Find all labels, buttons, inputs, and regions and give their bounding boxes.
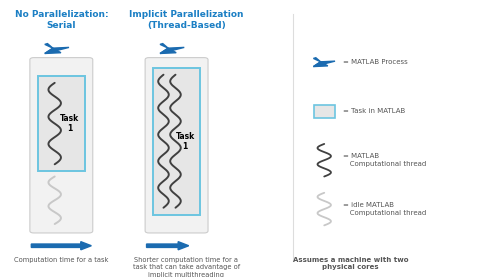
Text: Task
1: Task 1	[60, 114, 79, 133]
Text: No Parallelization:
Serial: No Parallelization: Serial	[15, 9, 108, 30]
FancyBboxPatch shape	[145, 58, 208, 233]
Text: Computation time for a task: Computation time for a task	[14, 257, 108, 263]
Polygon shape	[45, 48, 61, 53]
Polygon shape	[314, 61, 335, 66]
Polygon shape	[45, 43, 53, 48]
Text: Assumes a machine with two
physical cores: Assumes a machine with two physical core…	[293, 257, 408, 270]
Text: Implicit Parallelization
(Thread-Based): Implicit Parallelization (Thread-Based)	[129, 9, 244, 30]
Text: = idle MATLAB
   Computational thread: = idle MATLAB Computational thread	[343, 202, 427, 216]
FancyBboxPatch shape	[314, 104, 335, 118]
Polygon shape	[314, 62, 328, 66]
Text: Task
1: Task 1	[175, 132, 195, 151]
FancyArrow shape	[31, 242, 91, 250]
Text: Shorter computation time for a
task that can take advantage of
implicit multithr: Shorter computation time for a task that…	[133, 257, 240, 277]
Polygon shape	[160, 43, 168, 48]
Polygon shape	[45, 47, 69, 53]
FancyArrow shape	[147, 242, 189, 250]
FancyBboxPatch shape	[30, 58, 93, 233]
Polygon shape	[160, 48, 176, 53]
Text: = MATLAB Process: = MATLAB Process	[343, 60, 408, 65]
Text: = MATLAB
   Computational thread: = MATLAB Computational thread	[343, 153, 427, 167]
FancyBboxPatch shape	[153, 68, 200, 214]
Polygon shape	[160, 47, 184, 53]
FancyBboxPatch shape	[38, 76, 85, 171]
Polygon shape	[314, 58, 320, 62]
Text: = Task in MATLAB: = Task in MATLAB	[343, 108, 406, 114]
